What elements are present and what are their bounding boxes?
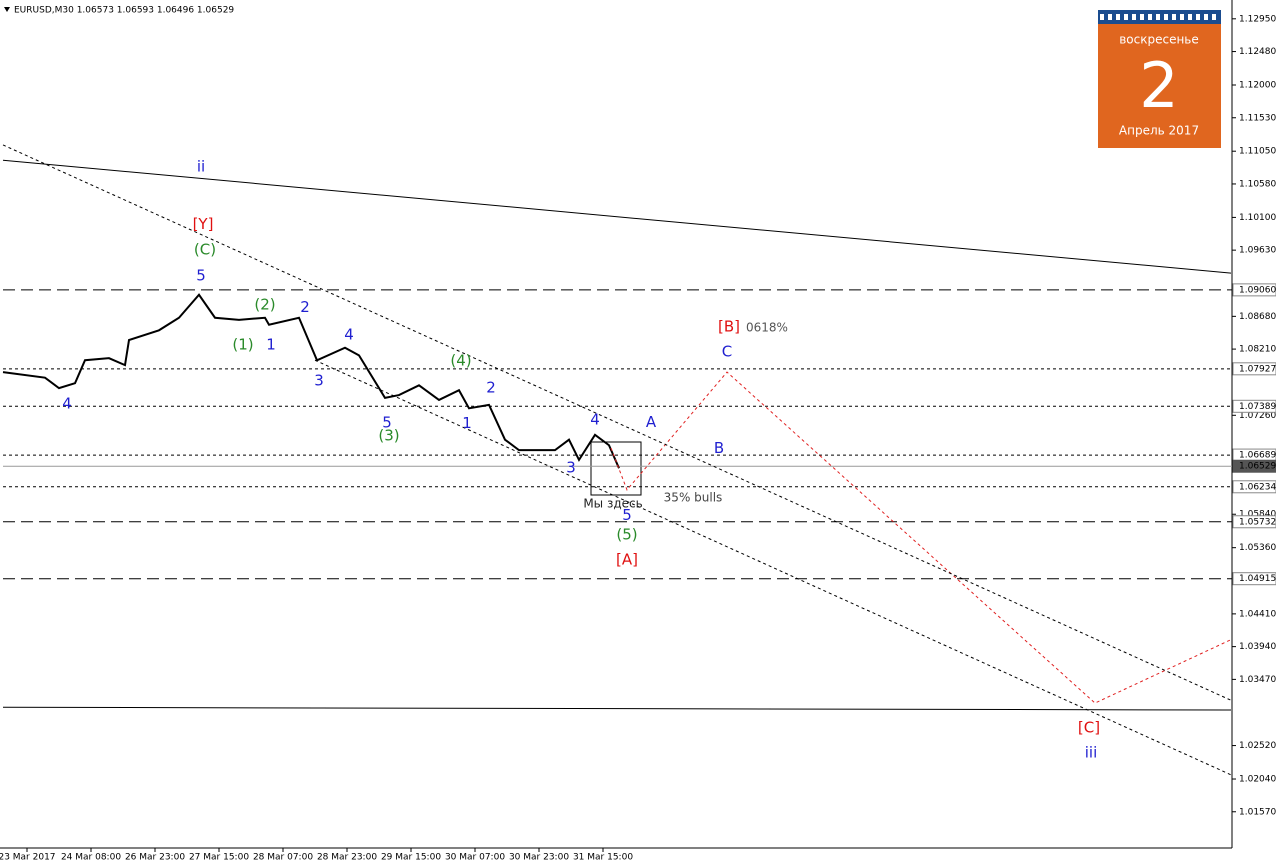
calendar-body (1098, 10, 1221, 148)
level-label-box (1232, 399, 1276, 413)
wave-label: 3 (314, 372, 324, 390)
wave-label: (5) (616, 526, 637, 544)
level-label: 1.06234 (1239, 482, 1276, 492)
calendar-weekday: воскресенье (1119, 33, 1199, 47)
wave-label: 4 (344, 326, 354, 344)
calendar: воскресенье 2 Апрель 2017 (1098, 10, 1221, 148)
wave-label: 4 (590, 411, 600, 429)
x-tick-label: 31 Mar 15:00 (573, 853, 633, 863)
level-label: 1.09060 (1239, 285, 1276, 295)
trend-line (2, 159, 1232, 274)
y-tick-label: 1.11050 (1239, 147, 1276, 157)
trend-line (610, 371, 1232, 704)
y-tick-label: 1.11530 (1239, 113, 1276, 123)
y-tick-label: 1.08210 (1239, 345, 1276, 355)
plot: 1.12950 1.12480 1.12000 1.11530 1.11050 1.105… (0, 14, 1276, 863)
x-tick-label: 24 Mar 08:00 (61, 853, 121, 863)
y-tick-label: 1.05360 (1239, 543, 1276, 553)
y-tick-label: 1.10580 (1239, 179, 1276, 189)
wave-label: Мы здесь (583, 496, 642, 510)
level-label: 1.06529 (1239, 462, 1276, 472)
x-tick-label: 30 Mar 23:00 (509, 853, 569, 863)
y-tick-label: 1.03940 (1239, 642, 1276, 652)
trend-line (2, 144, 1232, 701)
level-label: 1.07927 (1239, 364, 1276, 374)
level-label: 1.05732 (1239, 517, 1276, 527)
focus-box (590, 441, 642, 496)
y-tick-label: 1.07260 (1239, 411, 1276, 421)
menu-arrow[interactable] (4, 7, 10, 12)
y-tick-label: 1.09630 (1239, 246, 1276, 256)
y-tick-label: 1.10100 (1239, 213, 1276, 223)
wave-label: ii (197, 158, 205, 176)
wave-label: C (722, 342, 732, 360)
wave-label: A (646, 413, 657, 431)
y-tick-label: 1.05840 (1239, 510, 1276, 520)
wave-label: 0618% (746, 321, 788, 335)
wave-label: 4 (62, 395, 72, 413)
y-tick-label: 1.02040 (1239, 775, 1276, 785)
wave-label: iii (1085, 744, 1098, 762)
level-label-box (1232, 572, 1276, 586)
y-tick-label: 1.02520 (1239, 741, 1276, 751)
y-tick-label: 1.08680 (1239, 312, 1276, 322)
wave-label: (3) (378, 427, 399, 445)
level-label-box (1232, 459, 1276, 473)
x-tick-label: 30 Mar 07:00 (445, 853, 505, 863)
level-label: 1.04915 (1239, 574, 1276, 584)
chart-title: EURUSD,M30 1.06573 1.06593 1.06496 1.065… (14, 6, 234, 16)
wave-label: B (714, 439, 724, 457)
x-tick-label: 23 Mar 2017 (0, 853, 56, 863)
y-tick-label: 1.12000 (1239, 81, 1276, 91)
x-tick-label: 28 Mar 07:00 (253, 853, 313, 863)
wave-label: (C) (194, 241, 216, 259)
wave-label: 3 (566, 459, 576, 477)
calendar-month: Апрель 2017 (1119, 124, 1199, 138)
wave-label: 1 (266, 335, 276, 353)
y-tick-label: 1.03470 (1239, 675, 1276, 685)
price-line (2, 293, 620, 469)
y-tick-label: 1.04410 (1239, 609, 1276, 619)
y-tick-label: 1.12480 (1239, 47, 1276, 57)
trend-line (2, 706, 1232, 711)
y-tick-label: 1.01570 (1239, 807, 1276, 817)
wave-label: 5 (196, 266, 206, 284)
wave-label: [Y] (193, 215, 214, 233)
wave-label: (1) (232, 335, 253, 353)
wave-label: (4) (450, 351, 471, 369)
level-label: 1.07389 (1239, 402, 1276, 412)
level-label-box (1232, 515, 1276, 529)
x-tick-label: 27 Mar 15:00 (189, 853, 249, 863)
y-tick-label: 1.12950 (1239, 14, 1276, 24)
wave-label: [A] (616, 551, 638, 569)
wave-label: [C] (1078, 719, 1100, 737)
level-label-box (1232, 283, 1276, 297)
x-tick-label: 28 Mar 23:00 (317, 853, 377, 863)
wave-label: 2 (300, 298, 310, 316)
x-tick-label: 26 Mar 23:00 (125, 853, 185, 863)
x-tick-label: 29 Mar 15:00 (381, 853, 441, 863)
level-label-box (1232, 362, 1276, 376)
wave-label: 2 (486, 379, 496, 397)
wave-label: (2) (254, 296, 275, 314)
wave-label: 5 (382, 413, 392, 431)
wave-label: [B] (718, 317, 740, 335)
wave-label: 1 (462, 414, 472, 432)
level-label: 1.06689 (1239, 451, 1276, 461)
level-label-box (1232, 480, 1276, 494)
calendar-day: 2 (1139, 49, 1178, 122)
wave-label: 5 (622, 506, 632, 524)
wave-label: 35% bulls (664, 491, 723, 505)
